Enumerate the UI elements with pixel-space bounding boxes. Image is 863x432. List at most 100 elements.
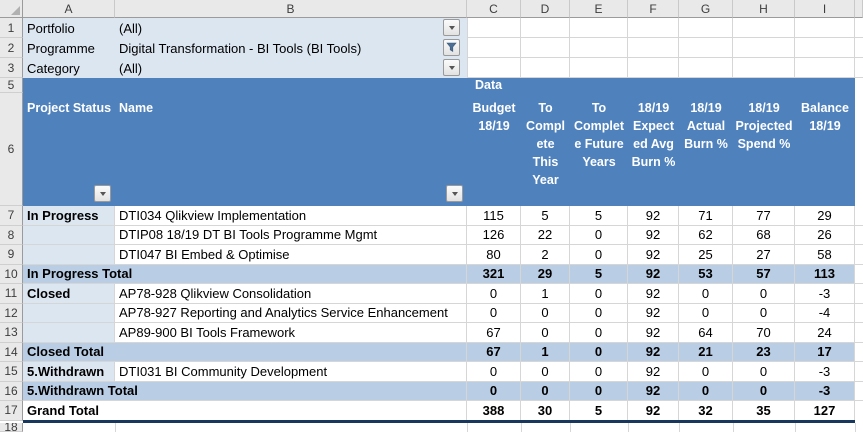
cell-value[interactable]: 92 <box>628 343 679 363</box>
cell-name[interactable]: AP78-928 Qlikview Consolidation <box>115 284 467 304</box>
empty-cell[interactable] <box>855 284 863 304</box>
column-header-D[interactable]: D <box>521 0 570 18</box>
cell-value[interactable]: -3 <box>795 362 855 382</box>
cell-value[interactable]: 127 <box>795 401 855 421</box>
pivot-column-header[interactable]: 18/19Expected AvgBurn % <box>628 93 679 206</box>
empty-cell[interactable] <box>570 18 628 38</box>
column-header-A[interactable]: A <box>23 0 115 18</box>
cell-value[interactable]: 5 <box>570 206 628 226</box>
cell-value[interactable]: 0 <box>570 362 628 382</box>
cell-name[interactable]: DTIP08 18/19 DT BI Tools Programme Mgmt <box>115 226 467 246</box>
column-header-B[interactable]: B <box>115 0 467 18</box>
cell-value[interactable]: 92 <box>628 382 679 402</box>
empty-cell[interactable] <box>855 245 863 265</box>
filter-label-programme[interactable]: Programme <box>23 38 115 58</box>
empty-cell[interactable] <box>521 58 570 78</box>
cell-value[interactable]: 0 <box>521 382 570 402</box>
empty-cell[interactable] <box>570 38 628 58</box>
cell-name[interactable]: DTI047 BI Embed & Optimise <box>115 245 467 265</box>
cell-value[interactable]: 32 <box>679 401 733 421</box>
empty-cell[interactable] <box>467 18 521 38</box>
cell-value[interactable]: 0 <box>467 304 521 324</box>
cell-value[interactable]: -4 <box>795 304 855 324</box>
cell-status[interactable]: 5.Withdrawn <box>23 362 115 382</box>
cell-value[interactable]: 0 <box>570 382 628 402</box>
subtotal-label[interactable]: Closed Total <box>23 343 467 363</box>
cell-value[interactable]: 62 <box>679 226 733 246</box>
cell-value[interactable]: 71 <box>679 206 733 226</box>
cell-status[interactable] <box>23 304 115 324</box>
empty-cell[interactable] <box>855 58 863 78</box>
cell-value[interactable]: 64 <box>679 323 733 343</box>
subtotal-label[interactable]: In Progress Total <box>23 265 467 285</box>
filter-value-portfolio[interactable]: (All) <box>115 18 467 38</box>
cell-value[interactable]: 126 <box>467 226 521 246</box>
cell-value[interactable]: 0 <box>570 284 628 304</box>
cell-value[interactable]: 0 <box>570 226 628 246</box>
empty-cell[interactable] <box>855 265 863 285</box>
cell-value[interactable]: 29 <box>521 265 570 285</box>
cell-value[interactable]: -3 <box>795 382 855 402</box>
subtotal-label[interactable]: 5.Withdrawn Total <box>23 382 467 402</box>
cell-value[interactable]: 26 <box>795 226 855 246</box>
cell-value[interactable]: 23 <box>733 343 795 363</box>
cell-value[interactable]: 67 <box>467 343 521 363</box>
empty-cell[interactable] <box>855 362 863 382</box>
cell-value[interactable]: 0 <box>679 382 733 402</box>
cell-value[interactable]: 0 <box>467 382 521 402</box>
cell-value[interactable]: 29 <box>795 206 855 226</box>
empty-cell[interactable] <box>521 18 570 38</box>
cell-value[interactable]: 80 <box>467 245 521 265</box>
row-header-6[interactable]: 6 <box>0 93 23 206</box>
cell-value[interactable]: 53 <box>679 265 733 285</box>
cell-value[interactable]: 2 <box>521 245 570 265</box>
project-status-filter-button[interactable] <box>94 185 111 202</box>
empty-cell[interactable] <box>855 206 863 226</box>
empty-cell[interactable] <box>855 38 863 58</box>
cell-value[interactable]: 35 <box>733 401 795 421</box>
cell-value[interactable]: 30 <box>521 401 570 421</box>
cell-value[interactable]: 21 <box>679 343 733 363</box>
cell-value[interactable]: 27 <box>733 245 795 265</box>
cell-value[interactable]: 24 <box>795 323 855 343</box>
cell-status[interactable] <box>23 226 115 246</box>
empty-cell[interactable] <box>795 38 855 58</box>
empty-cell[interactable] <box>855 323 863 343</box>
column-header-H[interactable]: H <box>733 0 795 18</box>
pivot-column-header[interactable]: Budget18/19 <box>467 93 521 206</box>
cell-value[interactable]: 0 <box>467 284 521 304</box>
cell-value[interactable]: 0 <box>570 343 628 363</box>
pivot-column-header[interactable]: 18/19ActualBurn % <box>679 93 733 206</box>
empty-cell[interactable] <box>855 226 863 246</box>
cell-value[interactable]: 92 <box>628 304 679 324</box>
cell-value[interactable]: 68 <box>733 226 795 246</box>
name-filter-button[interactable] <box>446 185 463 202</box>
empty-cell[interactable] <box>855 382 863 402</box>
empty-cell[interactable] <box>855 343 863 363</box>
cell-value[interactable]: 5 <box>521 206 570 226</box>
cell-value[interactable]: 115 <box>467 206 521 226</box>
empty-cell[interactable] <box>628 58 679 78</box>
select-all-corner[interactable] <box>0 0 23 18</box>
cell-value[interactable]: 0 <box>733 362 795 382</box>
cell-value[interactable]: 25 <box>679 245 733 265</box>
pivot-column-header[interactable]: Balance18/19 <box>795 93 855 206</box>
cell-value[interactable]: 0 <box>733 382 795 402</box>
cell-value[interactable]: 0 <box>733 304 795 324</box>
cell-value[interactable]: 0 <box>679 284 733 304</box>
cell-value[interactable]: 0 <box>570 323 628 343</box>
empty-cell[interactable] <box>679 58 733 78</box>
empty-cell[interactable] <box>679 38 733 58</box>
cell-value[interactable]: 0 <box>521 304 570 324</box>
empty-cell[interactable] <box>521 38 570 58</box>
empty-cell[interactable] <box>795 58 855 78</box>
empty-cell[interactable] <box>855 18 863 38</box>
cell-value[interactable]: 92 <box>628 401 679 421</box>
cell-value[interactable]: 0 <box>733 284 795 304</box>
empty-cell[interactable] <box>679 18 733 38</box>
cell-value[interactable]: 0 <box>679 304 733 324</box>
column-header-G[interactable]: G <box>679 0 733 18</box>
portfolio-dropdown-button[interactable] <box>443 19 460 36</box>
empty-cell[interactable] <box>855 401 863 421</box>
cell-value[interactable]: 92 <box>628 226 679 246</box>
